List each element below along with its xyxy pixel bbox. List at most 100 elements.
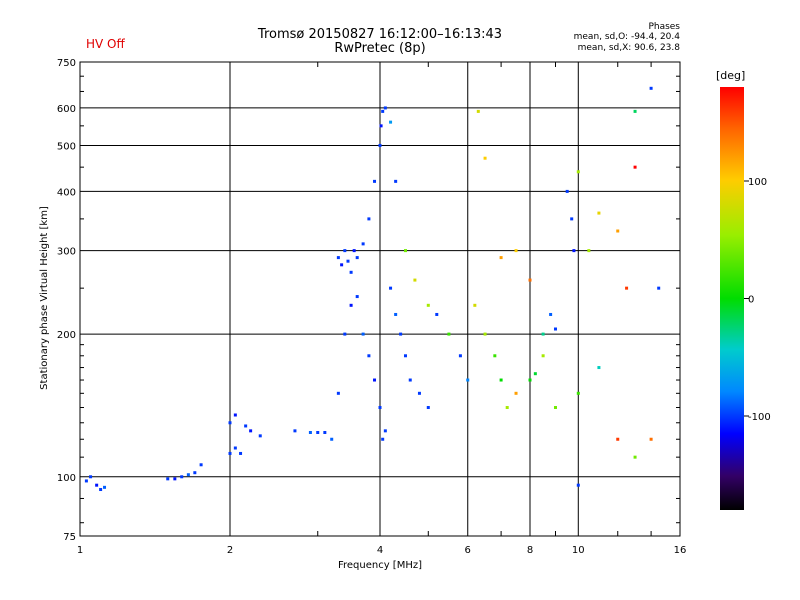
data-point — [447, 332, 451, 336]
data-point — [625, 286, 629, 290]
data-point — [308, 430, 312, 434]
data-point — [426, 406, 430, 410]
data-point — [244, 424, 248, 428]
y-tick-label: 600 — [57, 104, 76, 115]
data-point — [514, 249, 518, 253]
data-point — [199, 463, 203, 467]
x-tick-labels: 1 2 4 6 8 10 16 — [77, 545, 687, 556]
y-axis-label: Stationary phase Virtual Height [km] — [39, 206, 50, 390]
y-tick-label: 750 — [57, 58, 76, 69]
data-point — [633, 109, 637, 113]
data-point — [383, 429, 387, 433]
data-point — [373, 378, 377, 382]
data-point — [89, 475, 93, 479]
data-point — [249, 429, 253, 433]
colorbar-ticks: 100 0 -100 — [744, 177, 771, 423]
data-point — [394, 179, 398, 183]
data-point — [649, 437, 653, 441]
phase-o-stats: mean, sd,O: -94.4, 20.4 — [573, 32, 680, 42]
data-point — [378, 406, 382, 410]
data-point — [633, 455, 637, 459]
data-point — [394, 312, 398, 316]
data-point — [493, 354, 497, 358]
data-point — [383, 106, 387, 110]
data-point — [435, 312, 439, 316]
x-tick-label: 6 — [465, 545, 471, 556]
data-point — [355, 295, 359, 299]
data-point — [343, 249, 347, 253]
x-tick-label: 2 — [227, 545, 233, 556]
data-point — [352, 249, 356, 253]
data-point — [483, 156, 487, 160]
data-point — [413, 278, 417, 282]
data-point — [499, 256, 503, 260]
data-point — [541, 332, 545, 336]
axis-ticks — [80, 62, 680, 536]
data-point — [233, 446, 237, 450]
data-point — [378, 143, 382, 147]
data-point — [349, 270, 353, 274]
data-point — [505, 406, 509, 410]
phases-title: Phases — [648, 22, 680, 32]
data-point — [336, 391, 340, 395]
data-point — [553, 406, 557, 410]
data-point — [528, 278, 532, 282]
data-point — [483, 332, 487, 336]
data-point — [473, 303, 477, 307]
data-point — [403, 354, 407, 358]
y-tick-label: 200 — [57, 330, 76, 341]
data-point — [349, 303, 353, 307]
data-point — [228, 451, 232, 455]
hv-status-label: HV Off — [86, 37, 125, 51]
colorbar-unit-label: [deg] — [716, 69, 746, 82]
data-point — [316, 430, 320, 434]
x-tick-label: 10 — [572, 545, 585, 556]
y-tick-label: 75 — [63, 532, 76, 543]
data-point — [466, 378, 470, 382]
data-point — [343, 332, 347, 336]
x-tick-label: 4 — [377, 545, 383, 556]
data-point — [340, 263, 344, 267]
data-point — [514, 391, 518, 395]
data-point — [565, 189, 569, 193]
data-point — [103, 485, 107, 489]
data-point — [84, 479, 88, 483]
data-point — [173, 477, 177, 481]
data-point — [233, 413, 237, 417]
colorbar-tick-label: 0 — [748, 295, 754, 306]
data-point — [576, 483, 580, 487]
data-point — [258, 434, 262, 438]
colorbar-tick-label: 100 — [748, 177, 767, 188]
data-point — [399, 332, 403, 336]
data-point — [228, 421, 232, 425]
data-point — [633, 165, 637, 169]
data-point — [381, 109, 385, 113]
data-point — [166, 477, 170, 481]
data-point — [533, 372, 537, 376]
data-point — [361, 332, 365, 336]
data-point — [553, 327, 557, 331]
x-axis-label: Frequency [MHz] — [338, 560, 422, 571]
data-point — [180, 475, 184, 479]
data-point — [572, 249, 576, 253]
data-points — [84, 86, 661, 492]
data-point — [476, 109, 480, 113]
data-point — [541, 354, 545, 358]
chart-subtitle: RwPretec (8p) — [334, 41, 426, 56]
data-point — [616, 437, 620, 441]
data-point — [458, 354, 462, 358]
data-point — [239, 451, 243, 455]
data-point — [549, 312, 553, 316]
data-point — [499, 378, 503, 382]
x-tick-label: 16 — [674, 545, 687, 556]
data-point — [389, 286, 393, 290]
data-point — [597, 366, 601, 370]
data-point — [389, 120, 393, 124]
colorbar — [720, 87, 744, 510]
x-tick-label: 1 — [77, 545, 83, 556]
data-point — [293, 429, 297, 433]
y-tick-label: 100 — [57, 473, 76, 484]
data-point — [576, 391, 580, 395]
data-point — [361, 242, 365, 246]
